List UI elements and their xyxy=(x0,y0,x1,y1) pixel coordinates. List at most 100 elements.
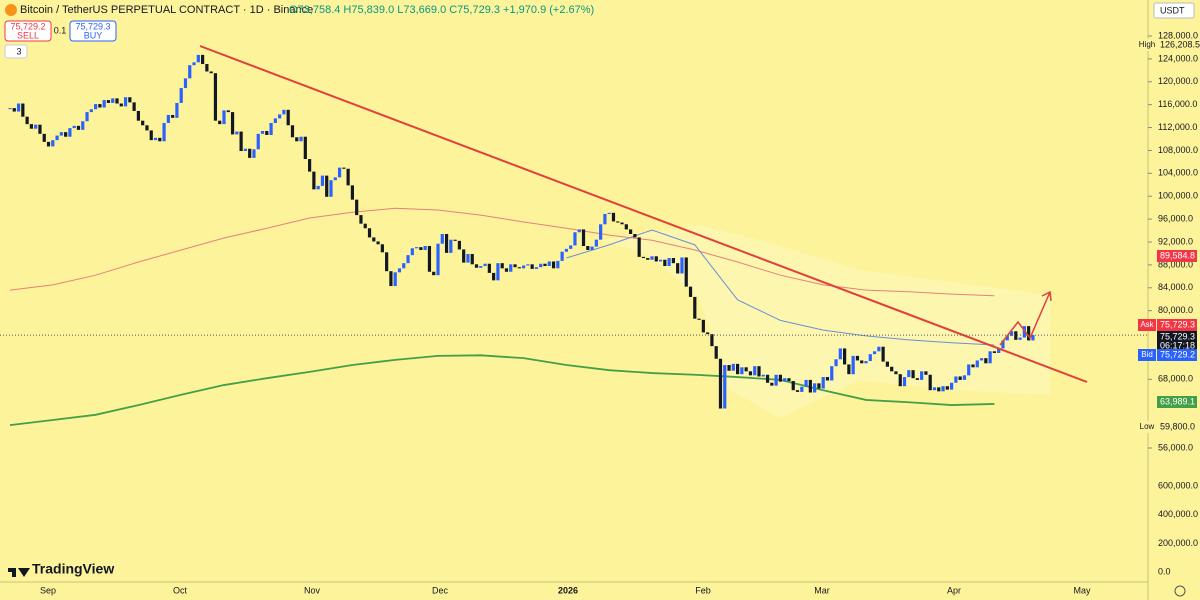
candle xyxy=(633,233,637,238)
tag-value: 75,729.2 xyxy=(1160,349,1195,359)
tag-label: High xyxy=(1139,40,1155,49)
candle xyxy=(676,263,680,274)
candle xyxy=(333,177,337,181)
price-label: 92,000.0 xyxy=(1158,236,1193,246)
candle xyxy=(406,255,410,264)
candle xyxy=(894,371,898,375)
candle xyxy=(196,54,200,63)
candle xyxy=(286,109,290,126)
indicators-count: 3 xyxy=(16,46,21,56)
candle xyxy=(753,366,757,376)
candle xyxy=(765,374,770,383)
candle xyxy=(453,239,457,241)
candle xyxy=(449,239,453,253)
candle xyxy=(222,110,226,125)
candle xyxy=(12,108,16,112)
candle xyxy=(436,243,440,276)
candle xyxy=(72,125,76,129)
candle xyxy=(162,122,166,142)
candle xyxy=(457,240,461,250)
price-label: 400,000.0 xyxy=(1158,509,1198,519)
candle xyxy=(239,131,243,152)
time-label: Dec xyxy=(432,585,449,595)
candle xyxy=(111,98,115,103)
candle xyxy=(864,361,868,364)
price-label: 88,000.0 xyxy=(1158,259,1193,269)
price-label: 128,000.0 xyxy=(1158,30,1198,40)
candle xyxy=(171,114,175,118)
price-label: 124,000.0 xyxy=(1158,53,1198,63)
candle xyxy=(248,148,252,158)
candle xyxy=(205,64,209,72)
time-label: Mar xyxy=(814,585,830,595)
buy-button[interactable] xyxy=(69,20,117,42)
order-qty[interactable]: 0.1 xyxy=(54,25,67,35)
sell-price: 75,729.2 xyxy=(10,21,45,31)
price-label: 0.0 xyxy=(1158,566,1171,576)
candle xyxy=(727,365,731,371)
candle xyxy=(76,125,81,130)
candle xyxy=(128,97,132,103)
candle xyxy=(706,332,710,335)
tag-label-box xyxy=(1138,39,1156,51)
candle xyxy=(316,185,320,190)
candle xyxy=(774,374,778,386)
indicators-toggle[interactable] xyxy=(4,44,28,59)
candle xyxy=(89,109,93,113)
sell-button[interactable] xyxy=(4,20,52,42)
candle xyxy=(872,351,877,355)
candle xyxy=(795,390,800,392)
candle xyxy=(355,199,359,216)
candle xyxy=(397,268,402,273)
candle xyxy=(363,223,367,229)
candle xyxy=(718,358,723,409)
price-label: 104,000.0 xyxy=(1158,168,1198,178)
candle xyxy=(470,254,474,265)
candle xyxy=(761,374,765,377)
tag-value: 89,584.8 xyxy=(1160,250,1195,260)
candle xyxy=(586,246,590,251)
candle xyxy=(697,318,701,320)
candle xyxy=(641,256,646,259)
candle xyxy=(701,319,705,333)
candle xyxy=(800,386,804,392)
candle xyxy=(487,263,491,273)
candle xyxy=(962,375,967,380)
candle xyxy=(522,265,526,269)
symbol-title[interactable]: Bitcoin / TetherUS PERPETUAL CONTRACT · … xyxy=(20,4,313,16)
candle xyxy=(513,264,517,268)
candle xyxy=(1018,337,1022,340)
price-label: 96,000.0 xyxy=(1158,213,1193,223)
candle xyxy=(213,73,218,121)
currency-select[interactable] xyxy=(1153,2,1195,19)
candle xyxy=(38,124,42,134)
candle xyxy=(42,133,46,142)
time-label: May xyxy=(1073,585,1091,595)
candle xyxy=(175,102,179,118)
candle xyxy=(736,363,740,375)
candle xyxy=(325,175,329,197)
settings-icon[interactable] xyxy=(1174,585,1186,597)
candle xyxy=(611,212,616,222)
candle xyxy=(954,376,958,383)
candle xyxy=(539,263,543,268)
projection-arrow xyxy=(999,291,1051,346)
candle xyxy=(64,132,68,137)
candle xyxy=(547,261,551,267)
candle xyxy=(153,137,158,141)
candle xyxy=(158,137,162,142)
candle xyxy=(1031,335,1035,341)
candle xyxy=(94,104,98,110)
tag-box xyxy=(1157,39,1197,51)
candle xyxy=(376,241,380,245)
candle xyxy=(329,180,333,197)
candle xyxy=(25,116,29,125)
candle xyxy=(415,247,419,249)
candle xyxy=(1022,326,1026,338)
candle xyxy=(992,351,996,354)
candle xyxy=(312,171,316,190)
candle xyxy=(308,159,312,172)
tag-label-box xyxy=(1138,421,1156,433)
candle xyxy=(620,222,624,225)
candle xyxy=(988,351,992,364)
